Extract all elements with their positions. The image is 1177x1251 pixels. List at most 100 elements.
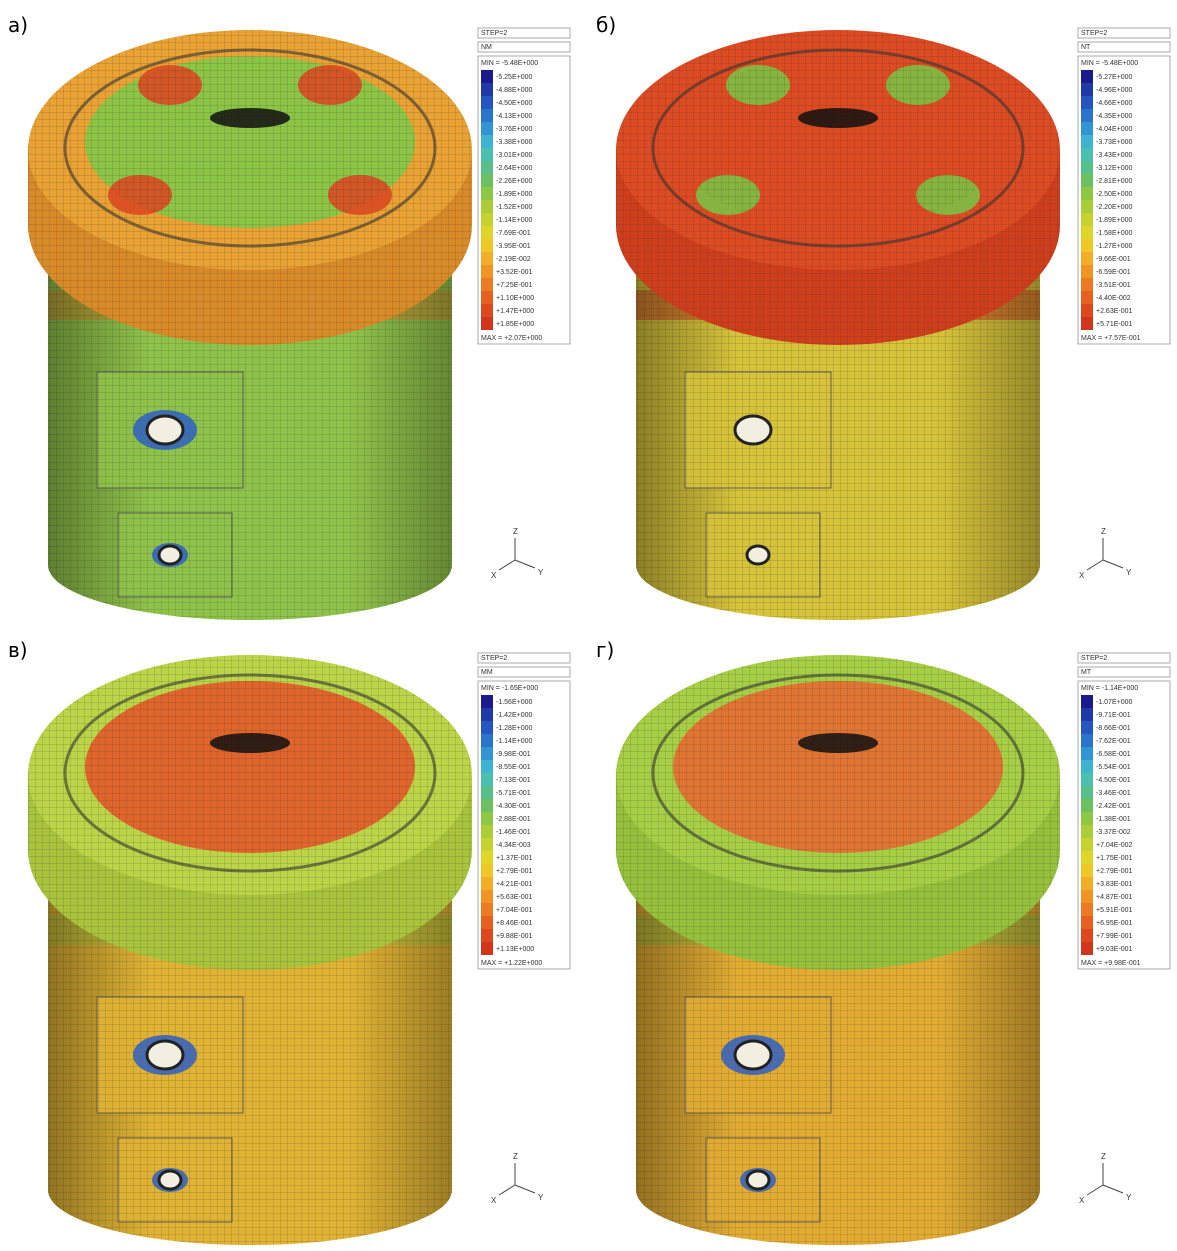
legend-swatch: [1081, 96, 1093, 109]
legend-level: -5.25E+000: [496, 74, 532, 81]
legend-level: +7.04E-002: [1096, 842, 1132, 849]
legend-level: +4.87E-001: [1096, 894, 1132, 901]
legend-level: +2.63E-001: [1096, 308, 1132, 315]
legend-swatch: [481, 226, 493, 239]
legend-level: -3.46E-001: [1096, 790, 1131, 797]
legend-swatch: [481, 916, 493, 929]
dome-mesh: [673, 681, 1003, 853]
legend-swatch: [1081, 890, 1093, 903]
legend-swatch: [1081, 174, 1093, 187]
hole: [159, 1171, 181, 1189]
axis-triad: [1087, 538, 1123, 570]
legend-swatch: [1081, 773, 1093, 786]
legend-level: -4.04E+000: [1096, 126, 1132, 133]
legend-level: -7.69E-001: [496, 230, 531, 237]
axis-label: Z: [513, 1152, 518, 1161]
legend-level: -2.20E+000: [1096, 204, 1132, 211]
figure: а)STEP=2NMMIN = -5.48E+000-5.25E+000-4.8…: [0, 0, 1176, 1250]
legend-level: +1.10E+000: [496, 295, 534, 302]
legend-swatch: [481, 799, 493, 812]
legend-swatch: [481, 83, 493, 96]
legend-swatch: [1081, 161, 1093, 174]
legend-level: +3.83E-001: [1096, 881, 1132, 888]
legend-level: +7.04E-001: [496, 907, 532, 914]
legend-swatch: [1081, 148, 1093, 161]
legend-level: -4.13E+000: [496, 113, 532, 120]
legend-comp-box: [1078, 667, 1170, 677]
legend-level: -2.50E+000: [1096, 191, 1132, 198]
legend-swatch: [1081, 799, 1093, 812]
axis-triad: [499, 538, 535, 570]
legend-swatch: [481, 747, 493, 760]
legend-level: -6.59E-001: [1096, 269, 1131, 276]
legend-level: -3.01E+000: [496, 152, 532, 159]
legend-step: STEP=2: [1081, 655, 1107, 662]
legend-level: +1.85E+000: [496, 321, 534, 328]
legend-level: -1.46E-001: [496, 829, 531, 836]
legend-level: -7.62E-001: [1096, 738, 1131, 745]
panel: в)STEP=2MMMIN = -1.65E+000-1.56E+000-1.4…: [0, 625, 588, 1250]
legend-level: +1.47E+000: [496, 308, 534, 315]
legend-level: -6.58E-001: [1096, 751, 1131, 758]
legend-swatch: [481, 942, 493, 955]
axis-label: Z: [1101, 527, 1106, 536]
legend-min: MIN = -1.14E+000: [1081, 685, 1138, 692]
legend-swatch: [481, 70, 493, 83]
legend-swatch: [481, 96, 493, 109]
legend-max: MAX = +2.07E+000: [481, 335, 542, 342]
legend-swatch: [481, 734, 493, 747]
legend-level: -1.56E+000: [496, 699, 532, 706]
legend-level: -4.34E-003: [496, 842, 531, 849]
legend-swatch: [1081, 239, 1093, 252]
hole: [747, 546, 769, 564]
legend-level: -4.88E+000: [496, 87, 532, 94]
legend-swatch: [1081, 942, 1093, 955]
legend-level: +2.79E-001: [1096, 868, 1132, 875]
legend-swatch: [1081, 708, 1093, 721]
legend-swatch: [481, 187, 493, 200]
legend-level: -1.42E+000: [496, 712, 532, 719]
legend-level: -4.66E+000: [1096, 100, 1132, 107]
legend-level: -2.42E-001: [1096, 803, 1131, 810]
legend-level: -2.88E-001: [496, 816, 531, 823]
legend-swatch: [481, 109, 493, 122]
legend-min: MIN = -1.65E+000: [481, 685, 538, 692]
legend-level: -3.76E+000: [496, 126, 532, 133]
legend-level: -3.73E+000: [1096, 139, 1132, 146]
dome-center: [798, 108, 878, 128]
legend-level: -1.14E+000: [496, 738, 532, 745]
legend-swatch: [481, 929, 493, 942]
legend-level: +1.37E-001: [496, 855, 532, 862]
legend-swatch: [1081, 226, 1093, 239]
axis-label: X: [491, 571, 497, 580]
panel-label: г): [596, 638, 614, 662]
dome-center: [210, 108, 290, 128]
legend-level: +9.88E-001: [496, 933, 532, 940]
axis-triad: [1087, 1163, 1123, 1195]
legend-level: -8.55E-001: [496, 764, 531, 771]
legend-level: -1.52E+000: [496, 204, 532, 211]
legend-swatch: [481, 773, 493, 786]
legend-component: NM: [481, 44, 492, 51]
legend-level: -3.38E+000: [496, 139, 532, 146]
axis-label: Z: [1101, 1152, 1106, 1161]
legend-max: MAX = +7.57E-001: [1081, 335, 1141, 342]
legend-level: -2.19E-002: [496, 256, 531, 263]
legend-level: -4.30E-001: [496, 803, 531, 810]
legend-swatch: [1081, 734, 1093, 747]
legend-level: -2.26E+000: [496, 178, 532, 185]
legend-level: -1.89E+000: [1096, 217, 1132, 224]
legend-swatch: [481, 291, 493, 304]
legend-swatch: [481, 877, 493, 890]
hole: [147, 1041, 183, 1069]
legend-swatch: [481, 135, 493, 148]
legend-swatch: [481, 213, 493, 226]
panel-label: а): [8, 13, 28, 37]
legend-swatch: [481, 825, 493, 838]
legend-max: MAX = +9.98E-001: [1081, 960, 1141, 967]
legend-swatch: [1081, 929, 1093, 942]
legend-swatch: [1081, 760, 1093, 773]
legend-swatch: [1081, 812, 1093, 825]
legend-level: -3.37E-002: [1096, 829, 1131, 836]
legend-level: -1.38E-001: [1096, 816, 1131, 823]
